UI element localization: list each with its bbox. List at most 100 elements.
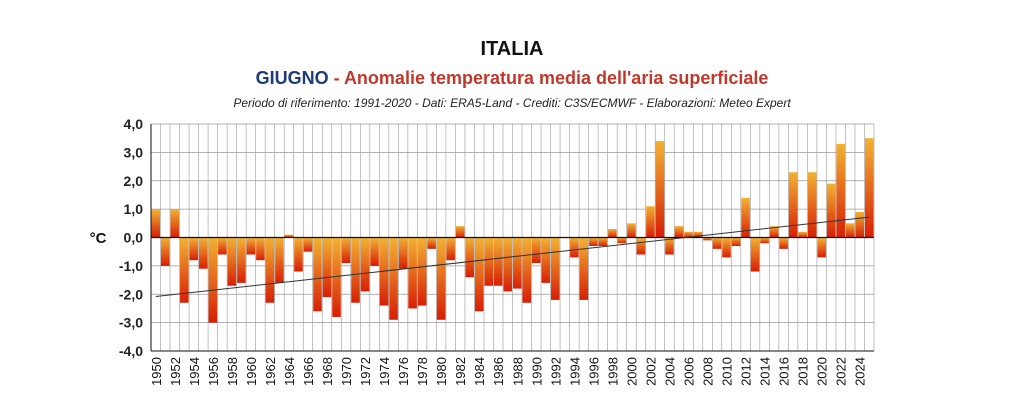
bar-1997	[598, 237, 608, 247]
bar-1955	[199, 237, 208, 269]
bar-1972	[360, 237, 370, 292]
x-tick-label: 1956	[206, 357, 221, 386]
bar-1987	[503, 237, 513, 292]
bar-2014	[760, 237, 769, 244]
x-tick-label: 1980	[434, 357, 449, 386]
bar-1953	[180, 237, 189, 303]
y-tick-label: 4,0	[124, 116, 144, 132]
bar-1976	[398, 237, 408, 269]
bar-2025	[864, 138, 874, 238]
bar-2021	[826, 183, 836, 238]
bar-2022	[836, 143, 845, 238]
bar-2024	[855, 211, 865, 238]
x-tick-label: 1986	[491, 357, 506, 386]
bar-1971	[351, 237, 360, 303]
bar-1961	[256, 237, 265, 261]
bar-1958	[227, 237, 237, 286]
bar-1963	[275, 237, 284, 283]
x-tick-label: 1964	[282, 357, 297, 386]
x-tick-label: 1994	[567, 357, 582, 386]
x-tick-label: 1950	[149, 357, 164, 386]
bar-1982	[455, 226, 465, 238]
bar-2002	[646, 206, 655, 238]
x-tick-label: 1976	[396, 357, 411, 386]
chart-title: ITALIA	[480, 38, 544, 60]
bar-1986	[493, 237, 503, 286]
x-tick-label: 2014	[758, 357, 773, 386]
y-tick-label: -1,0	[119, 258, 143, 274]
bar-1992	[551, 237, 560, 300]
bar-1970	[341, 237, 351, 264]
y-tick-label: -4,0	[119, 343, 143, 359]
bar-1956	[208, 237, 218, 323]
bar-1960	[246, 237, 256, 255]
bar-2018	[798, 231, 807, 238]
bar-2015	[769, 226, 779, 238]
bar-2019	[807, 172, 817, 238]
x-tick-label: 1954	[187, 357, 202, 386]
y-tick-label: 2,0	[124, 173, 144, 189]
bar-2009	[712, 237, 722, 249]
bar-2020	[817, 237, 826, 258]
x-tick-label: 1998	[605, 357, 620, 386]
x-tick-label: 2020	[815, 357, 830, 386]
bar-2005	[674, 226, 684, 238]
bar-1957	[218, 237, 227, 255]
x-tick-label: 2018	[796, 357, 811, 386]
bar-1973	[370, 237, 379, 266]
x-tick-label: 1992	[548, 357, 563, 386]
chart-note: Periodo di riferimento: 1991-2020 - Dati…	[233, 96, 791, 110]
x-tick-label: 1968	[320, 357, 335, 386]
bar-1995	[579, 237, 589, 300]
bar-1984	[474, 237, 484, 312]
x-tick-label: 1962	[263, 357, 278, 386]
x-tick-label: 2000	[624, 357, 639, 386]
bar-2000	[627, 223, 636, 238]
x-tick-label: 2024	[853, 357, 868, 386]
bar-1964	[284, 234, 294, 238]
bar-1952	[170, 209, 180, 238]
bar-1954	[189, 237, 199, 261]
bar-1996	[589, 237, 598, 247]
x-tick-label: 1990	[529, 357, 544, 386]
x-tick-label: 2008	[701, 357, 716, 386]
x-tick-label: 2002	[643, 357, 658, 386]
bar-2003	[655, 141, 665, 238]
x-tick-label: 1974	[377, 357, 392, 386]
x-tick-label: 1958	[225, 357, 240, 386]
bar-1980	[436, 237, 446, 320]
bar-2011	[731, 237, 741, 247]
y-tick-label: 1,0	[124, 201, 144, 217]
y-tick-label: -2,0	[119, 286, 143, 302]
bar-2004	[665, 237, 674, 255]
bar-1962	[265, 237, 275, 303]
bar-1966	[303, 237, 313, 252]
x-tick-label: 2010	[720, 357, 735, 386]
x-tick-label: 1966	[301, 357, 316, 386]
y-tick-label: 3,0	[124, 144, 144, 160]
bar-2023	[845, 223, 855, 238]
bar-1950	[151, 209, 161, 238]
bar-1981	[446, 237, 455, 261]
bar-2001	[636, 237, 646, 255]
bar-1979	[427, 237, 436, 249]
subtitle-text: - Anomalie temperatura media dell'aria s…	[328, 68, 769, 88]
x-tick-label: 1978	[415, 357, 430, 386]
x-tick-label: 2012	[739, 357, 754, 386]
x-tick-label: 1984	[472, 357, 487, 386]
bar-1989	[522, 237, 532, 303]
bar-1994	[570, 237, 579, 258]
bar-2017	[788, 172, 798, 238]
y-tick-label: 0,0	[124, 230, 144, 246]
bar-2010	[722, 237, 731, 258]
bar-1988	[512, 237, 522, 289]
x-tick-label: 1952	[168, 357, 183, 386]
bar-1951	[160, 237, 170, 266]
x-tick-label: 1982	[453, 357, 468, 386]
x-tick-label: 2016	[777, 357, 792, 386]
bar-1978	[417, 237, 427, 306]
bar-2007	[693, 231, 703, 238]
bar-1999	[617, 237, 627, 244]
bar-1965	[294, 237, 303, 272]
subtitle-month: GIUGNO	[255, 68, 329, 88]
